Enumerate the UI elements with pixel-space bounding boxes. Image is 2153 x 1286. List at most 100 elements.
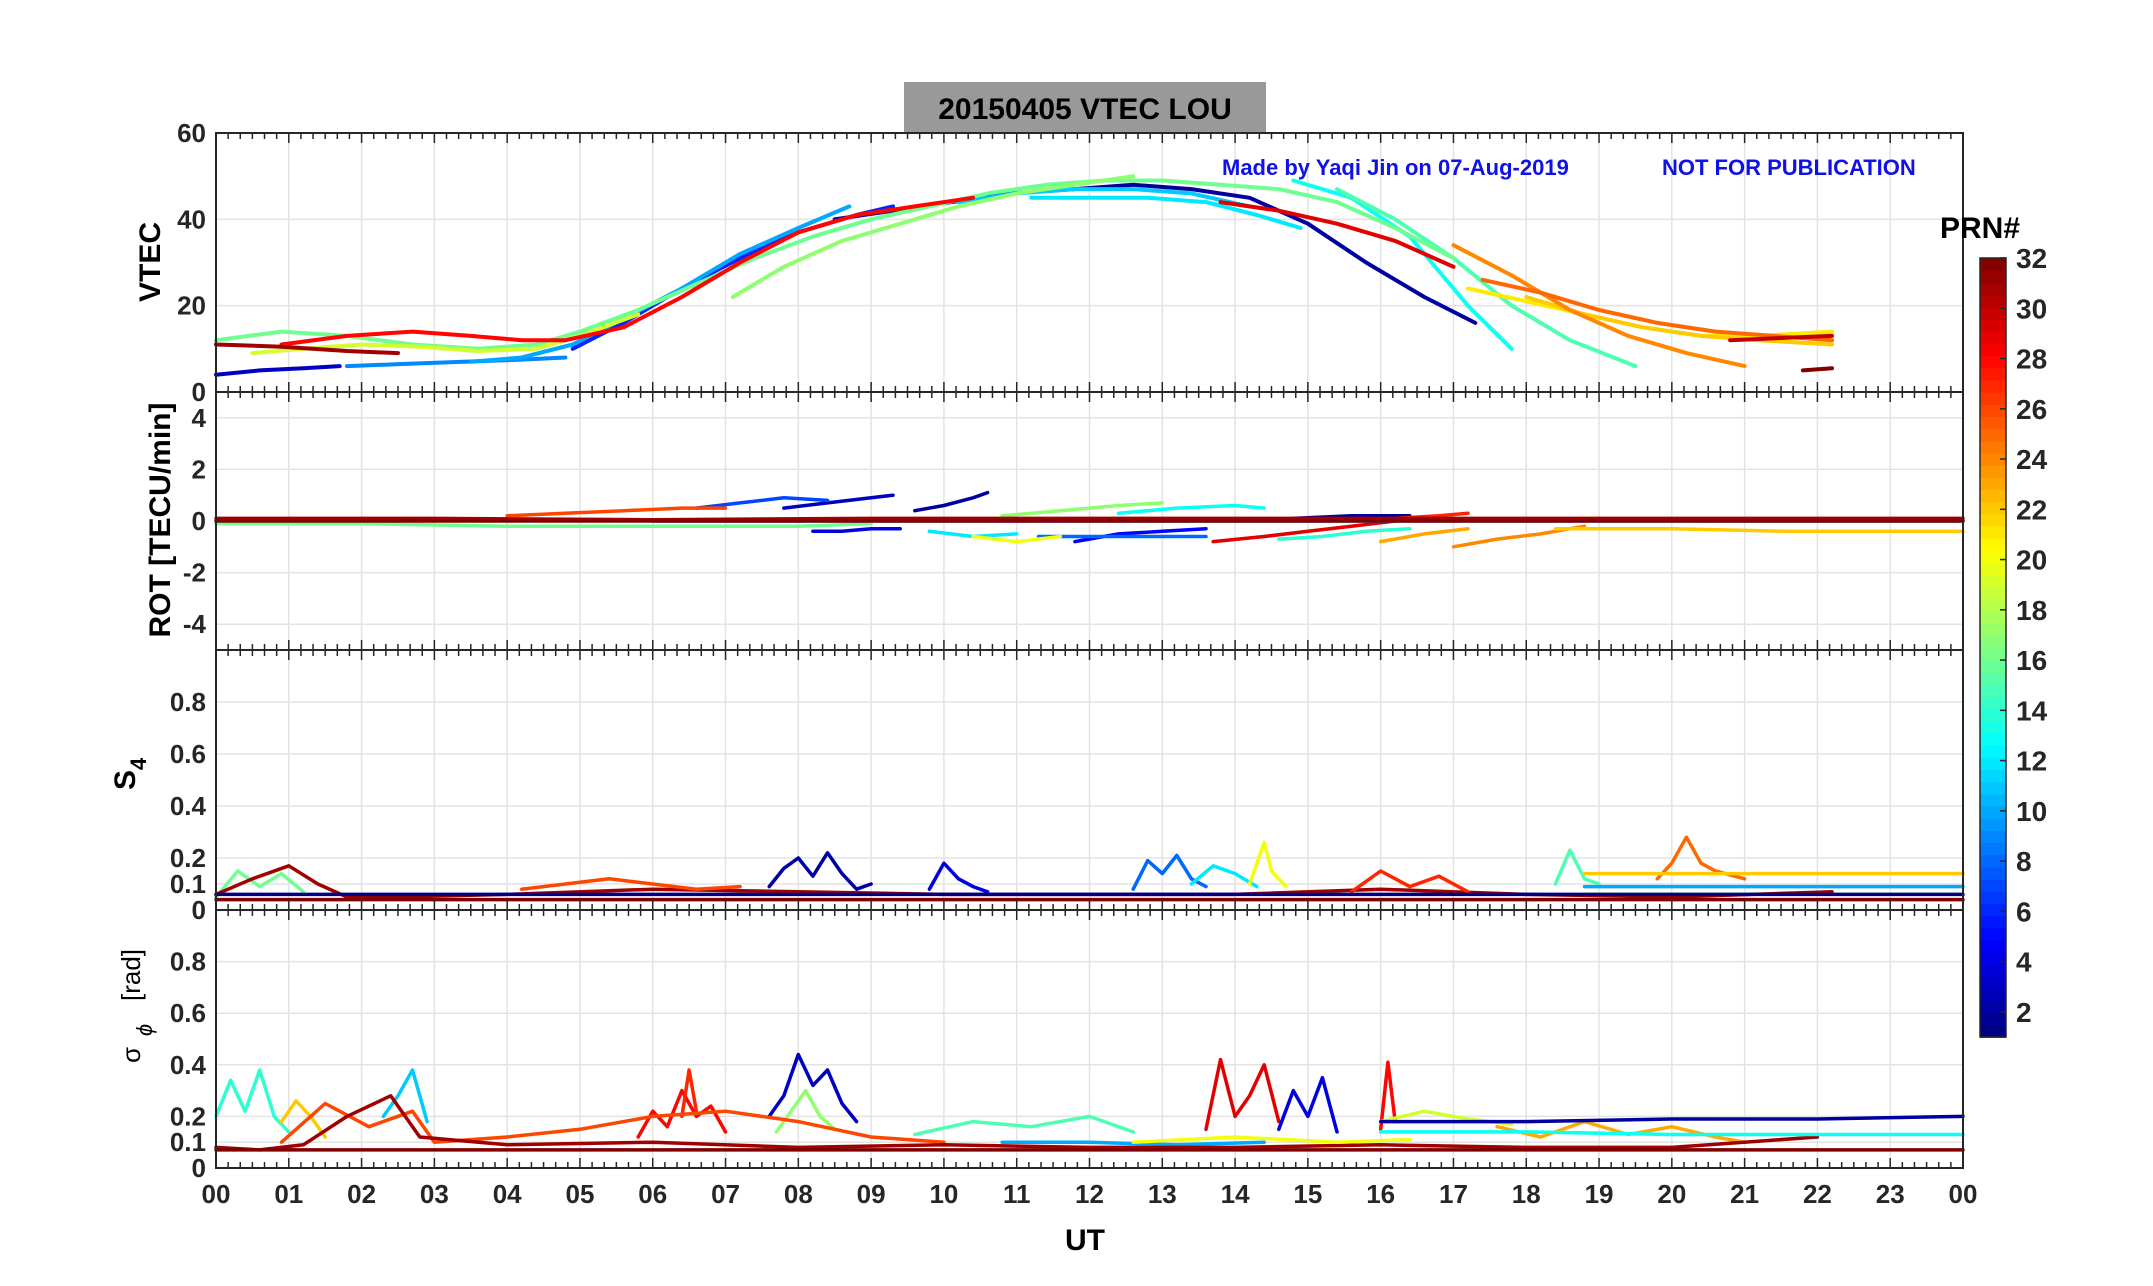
colorbar-segment: [1980, 258, 2006, 271]
x-tick-label: 04: [493, 1179, 522, 1209]
colorbar-segment: [1980, 817, 2006, 831]
colorbar-segment: [1980, 890, 2006, 904]
rot-series-prn-16: [214, 521, 873, 528]
s4-series-prn-31: [214, 864, 1834, 899]
x-tick-label: 01: [274, 1179, 303, 1209]
vtec-series-prn-29: [1218, 200, 1456, 269]
colorbar-tick-label: 26: [2016, 394, 2047, 425]
colorbar-segment: [1980, 306, 2006, 320]
colorbar-segment: [1980, 732, 2006, 746]
x-tick-label: 20: [1657, 1179, 1686, 1209]
colorbar-segment: [1980, 623, 2006, 637]
vtec-ytick-label: 0: [192, 377, 206, 407]
sigma-phi-ylabel: σ ϕ [rad]: [116, 949, 157, 1063]
x-tick-label: 17: [1439, 1179, 1468, 1209]
colorbar-segment: [1980, 757, 2006, 771]
colorbar-segment: [1980, 562, 2006, 576]
colorbar-segment: [1980, 708, 2006, 722]
svg-text:ϕ: ϕ: [132, 1024, 157, 1036]
sigma_phi-series-prn-22: [279, 1099, 327, 1139]
colorbar-segment: [1980, 331, 2006, 345]
sigma_phi-ytick-label: 0.4: [170, 1050, 207, 1080]
sigma_phi-series-prn-3: [767, 1052, 859, 1124]
x-tick-label: 02: [347, 1179, 376, 1209]
vtec-series-prn-3: [214, 364, 342, 377]
colorbar-segment: [1980, 878, 2006, 892]
s4-ytick-label: 0.6: [170, 739, 206, 769]
sigma_phi-ytick-label: 0.2: [170, 1101, 206, 1131]
rot-series-prn-17: [1000, 501, 1165, 518]
colorbar-segment: [1980, 537, 2006, 551]
sigma_phi-series-prn-13: [1378, 1130, 1965, 1137]
rot-series-prn-14: [1277, 526, 1412, 541]
rot-panel: -4 -2 0 2 4: [183, 391, 1965, 651]
colorbar-segment: [1980, 416, 2006, 430]
colorbar-segment: [1980, 391, 2006, 405]
colorbar-segment: [1980, 635, 2006, 649]
s4-series-prn-16: [214, 869, 306, 899]
colorbar-segment: [1980, 781, 2006, 795]
colorbar-tick-label: 24: [2016, 444, 2048, 475]
sigma_phi-ytick-label: 0.8: [170, 947, 206, 977]
rot-series-prn-20: [971, 534, 1063, 544]
sigma_phi-series-prn-14: [214, 1068, 291, 1134]
s4-ylabel: S 4: [109, 757, 151, 790]
s4-series-prn-2: [767, 851, 873, 891]
x-tick-label: 00: [202, 1179, 231, 1209]
colorbar-segment: [1980, 379, 2006, 393]
colorbar-segment: [1980, 915, 2006, 929]
colorbar-segment: [1980, 318, 2006, 332]
vtec-series-prn-24: [1451, 243, 1747, 369]
colorbar-segment: [1980, 1000, 2006, 1014]
colorbar-segment: [1980, 659, 2006, 673]
sigma_phi-series-prn-15: [913, 1114, 1135, 1137]
x-tick-label: 07: [711, 1179, 740, 1209]
x-tick-label: 15: [1293, 1179, 1322, 1209]
rot-ytick-label: 4: [192, 403, 207, 433]
x-tick-label: 08: [784, 1179, 813, 1209]
sigma_phi-ytick-label: 0.1: [170, 1127, 206, 1157]
sigma_phi-ytick-label: 0: [192, 1153, 206, 1183]
colorbar-segment: [1980, 793, 2006, 807]
colorbar-segment: [1980, 903, 2006, 917]
colorbar-segment: [1980, 404, 2006, 418]
colorbar-tick-label: 10: [2016, 796, 2047, 827]
colorbar-segment: [1980, 270, 2006, 284]
s4-panel: 00.10.2 0.4 0.6 0.8: [170, 649, 1965, 925]
colorbar-segment: [1980, 513, 2006, 527]
sigma_phi-axes-frame: [215, 909, 1964, 1169]
vtec-series-prn-30: [1728, 333, 1834, 343]
colorbar-tick-label: 32: [2016, 243, 2047, 274]
vtec-ytick-label: 20: [177, 291, 206, 321]
s4-ytick-label: 0: [192, 895, 206, 925]
colorbar-segment: [1980, 720, 2006, 734]
colorbar-segment: [1980, 744, 2006, 758]
svg-text:σ: σ: [116, 1047, 146, 1063]
sigma_phi-series-prn-11: [381, 1068, 429, 1124]
made-by-note: Made by Yaqi Jin on 07-Aug-2019: [1222, 155, 1569, 180]
sigma_phi-series-prn-27: [680, 1068, 699, 1119]
colorbar-segment: [1980, 963, 2006, 977]
colorbar-segment: [1980, 1012, 2006, 1026]
x-tick-label: 13: [1148, 1179, 1177, 1209]
vtec-series-prn-12: [1029, 195, 1303, 230]
colorbar-tick-label: 2: [2016, 997, 2032, 1028]
colorbar-label: PRN#: [1940, 212, 2020, 245]
vtec-series-prn-9: [345, 355, 568, 369]
colorbar-segment: [1980, 574, 2006, 588]
colorbar-segment: [1980, 647, 2006, 661]
colorbar-segment: [1980, 696, 2006, 710]
s4-ytick-label: 0.4: [170, 791, 207, 821]
colorbar-segment: [1980, 440, 2006, 454]
rot-series-prn-2: [913, 490, 990, 513]
colorbar-segment: [1980, 428, 2006, 442]
x-tick-label: 19: [1585, 1179, 1614, 1209]
colorbar-tick-label: 22: [2016, 494, 2047, 525]
colorbar-tick-label: 28: [2016, 344, 2047, 375]
sigma_phi-series-prn-28: [636, 1088, 728, 1139]
rot-series-prn-7: [694, 496, 830, 510]
sigma_phi-series-prn-17: [774, 1088, 837, 1134]
colorbar-segment: [1980, 452, 2006, 466]
rot-series-prn-26: [505, 506, 728, 518]
